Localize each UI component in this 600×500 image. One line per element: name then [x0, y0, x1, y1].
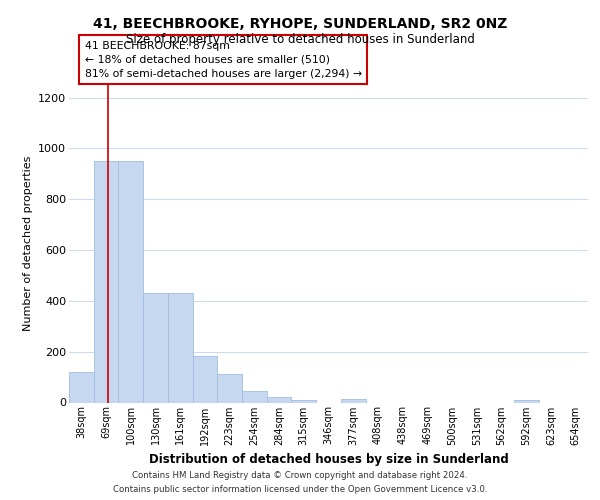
X-axis label: Distribution of detached houses by size in Sunderland: Distribution of detached houses by size …	[149, 453, 508, 466]
Bar	[143, 294, 168, 403]
Bar	[69, 372, 94, 402]
Bar	[217, 374, 242, 402]
Bar	[242, 391, 267, 402]
Bar	[118, 161, 143, 402]
Bar	[94, 161, 118, 402]
Bar	[341, 398, 365, 402]
Text: Contains public sector information licensed under the Open Government Licence v3: Contains public sector information licen…	[113, 484, 487, 494]
Y-axis label: Number of detached properties: Number of detached properties	[23, 156, 32, 332]
Bar	[267, 398, 292, 402]
Text: Size of property relative to detached houses in Sunderland: Size of property relative to detached ho…	[125, 32, 475, 46]
Text: Contains HM Land Registry data © Crown copyright and database right 2024.: Contains HM Land Registry data © Crown c…	[132, 472, 468, 480]
Text: 41, BEECHBROOKE, RYHOPE, SUNDERLAND, SR2 0NZ: 41, BEECHBROOKE, RYHOPE, SUNDERLAND, SR2…	[93, 18, 507, 32]
Bar	[514, 400, 539, 402]
Bar	[292, 400, 316, 402]
Bar	[193, 356, 217, 403]
Text: 41 BEECHBROOKE: 87sqm
← 18% of detached houses are smaller (510)
81% of semi-det: 41 BEECHBROOKE: 87sqm ← 18% of detached …	[85, 40, 362, 78]
Bar	[168, 294, 193, 403]
